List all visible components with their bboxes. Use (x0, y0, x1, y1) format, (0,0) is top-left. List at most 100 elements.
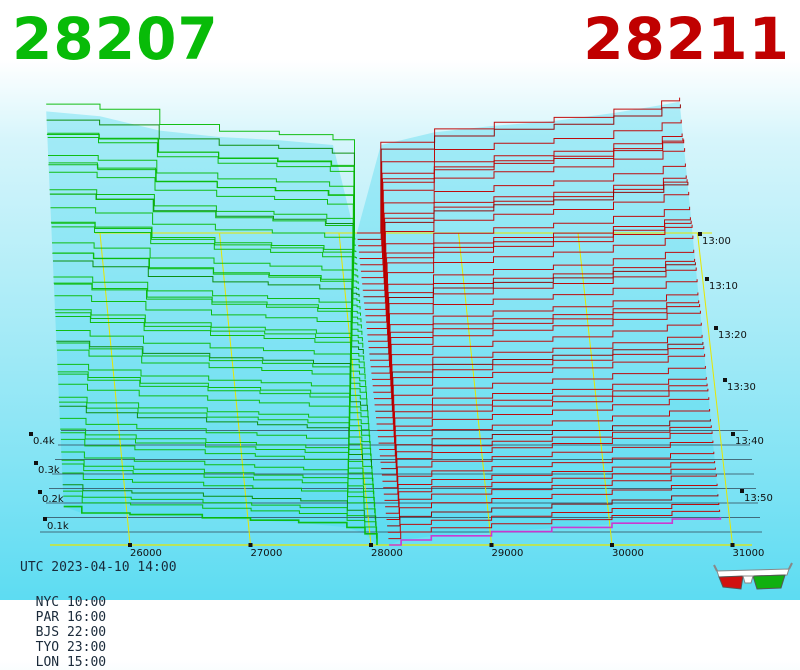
depth-tick-label: 0.3k (38, 465, 60, 476)
bid-depth-line (50, 207, 361, 310)
ask-depth-line (374, 334, 703, 406)
ask-depth-line (385, 474, 717, 514)
bid-depth-line (59, 401, 372, 463)
ask-depth-line (370, 267, 697, 361)
bid-depth-line (53, 276, 365, 361)
ask-depth-line (356, 97, 681, 234)
time-tick-mark (705, 277, 709, 281)
bid-depth-line (46, 119, 356, 240)
bid-depth-line (53, 260, 364, 354)
bid-price: 28207 (12, 5, 219, 73)
bid-depth-line (58, 383, 371, 450)
depth-tick-label: 0.1k (47, 521, 69, 532)
ask-depth-line (369, 262, 696, 355)
bid-depth-line (60, 438, 374, 495)
bid-depth-line (58, 396, 372, 456)
time-tick-mark (723, 378, 727, 382)
depth-tick-mark (29, 432, 33, 436)
bid-depth-line (50, 221, 361, 316)
bid-depth-line (51, 226, 362, 329)
ask-depth-line (383, 440, 714, 489)
bid-depth-line (48, 155, 358, 265)
ask-depth-line (361, 163, 686, 279)
ask-depth-line (363, 181, 689, 298)
bid-depth-line (60, 432, 374, 488)
price-gridline (99, 232, 131, 546)
ask-price: 28211 (583, 5, 790, 73)
bid-depth-line (55, 330, 368, 405)
ask-depth-line (358, 119, 682, 247)
price-tick-mark (128, 543, 132, 547)
bid-depth-line (62, 472, 376, 520)
zone-nyc: NYC 10:00 (35, 595, 107, 610)
bid-depth-line (52, 242, 363, 335)
bid-depth-line (54, 295, 366, 380)
ask-depth-line (383, 451, 715, 495)
ask-depth-line (373, 310, 701, 393)
bid-depth-line (58, 373, 371, 444)
time-tick-label: 13:10 (709, 281, 738, 292)
depth-tick-label: 0.2k (42, 494, 64, 505)
bid-depth-line (57, 363, 370, 431)
bid-depth-line (62, 484, 377, 526)
bid-depth-line (57, 371, 370, 437)
depth-tick-mark (43, 517, 47, 521)
ask-depth-line (389, 517, 722, 546)
depth-tick-mark (34, 461, 38, 465)
ask-depth-line (374, 322, 702, 400)
bid-depth-line (47, 137, 357, 259)
depth-tick-mark (38, 490, 42, 494)
ask-depth-line (364, 206, 691, 310)
bid-depth-line (48, 162, 359, 278)
ask-depth-line (384, 461, 716, 501)
time-tick-mark (698, 232, 702, 236)
ask-depth-line (377, 366, 706, 431)
ask-depth-line (377, 377, 707, 438)
time-tick-label: 13:30 (727, 382, 756, 393)
ask-depth-line (387, 502, 720, 533)
bid-depth-line (50, 193, 361, 303)
ask-depth-line (375, 342, 704, 412)
price-tick-label: 30000 (612, 548, 644, 559)
bid-depth-line (55, 312, 367, 393)
time-tick-label: 13:00 (702, 236, 731, 247)
order-book-depth-chart: 26000 27000 28000 29000 30000 31000 0.1k 0.2k 0.… (29, 97, 773, 559)
bid-depth-line (59, 417, 373, 475)
bid-depth-line (63, 495, 378, 539)
ask-depth-line (387, 494, 719, 527)
ask-depth-line (360, 148, 686, 272)
time-tick-label: 13:40 (735, 436, 764, 447)
bid-depth-line (56, 342, 369, 418)
price-gridline (458, 232, 492, 546)
time-tick-mark (740, 489, 744, 493)
bid-depth-line (61, 459, 375, 507)
zone-bjs: BJS 22:00 (35, 625, 107, 640)
3d-glasses-icon[interactable] (713, 561, 793, 593)
time-tick-mark (714, 326, 718, 330)
price-tick-label: 28000 (371, 548, 403, 559)
bid-depth-line (54, 309, 367, 386)
price-tick-mark (248, 543, 253, 547)
bid-depth-line (55, 316, 367, 399)
time-tick-mark (731, 432, 735, 436)
zone-par: PAR 16:00 (35, 610, 107, 625)
bid-depth-line (61, 451, 375, 501)
ask-depth-line (366, 224, 693, 329)
ask-depth-line (379, 397, 710, 457)
bid-depth-line (49, 189, 360, 291)
price-tick-mark (369, 543, 373, 547)
bid-depth-line (46, 134, 356, 246)
ask-depth-line (380, 409, 711, 463)
price-tick-mark (489, 543, 494, 547)
ask-depth-line (379, 388, 709, 450)
price-tick-mark (610, 543, 614, 547)
bid-depth-line (63, 490, 377, 533)
price-tick-label: 26000 (130, 548, 162, 559)
price-gridline (219, 232, 251, 546)
ask-depth-line (378, 383, 708, 444)
ask-depth-line (370, 279, 698, 368)
bid-depth-line (52, 252, 364, 348)
ask-depth-line (388, 509, 721, 540)
world-clocks: NYC 10:00 PAR 16:00 BJS 22:00 TYO 23:00 … (20, 580, 130, 670)
price-tick-label: 29000 (492, 548, 524, 559)
